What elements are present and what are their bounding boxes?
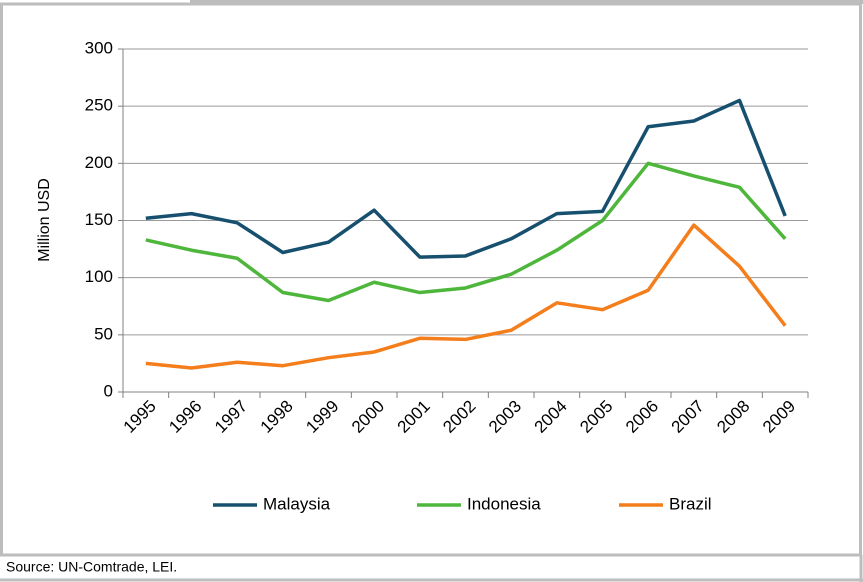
chart-frame xyxy=(0,2,862,557)
legend-label: Malaysia xyxy=(263,494,331,513)
x-tick-label: 2006 xyxy=(622,397,662,437)
x-tick-label: 1996 xyxy=(165,397,205,437)
x-tick-label: 1997 xyxy=(211,397,251,437)
x-tick-label: 2001 xyxy=(394,397,434,437)
x-tick-label: 2000 xyxy=(348,397,388,437)
x-tick-label: 2005 xyxy=(576,397,616,437)
y-tick-label: 250 xyxy=(85,96,113,115)
x-tick-label: 2004 xyxy=(531,397,571,437)
y-tick-label: 150 xyxy=(85,210,113,229)
legend-label: Brazil xyxy=(669,494,712,513)
y-tick-label: 100 xyxy=(85,267,113,286)
x-tick-label: 2007 xyxy=(668,397,708,437)
x-tick-label: 1998 xyxy=(257,397,297,437)
x-tick-label: 2002 xyxy=(439,397,479,437)
x-tick-label: 1999 xyxy=(302,397,342,437)
y-tick-label: 300 xyxy=(85,38,113,57)
x-tick-label: 2008 xyxy=(713,397,753,437)
series-line xyxy=(145,98,787,259)
x-tick-label: 1995 xyxy=(120,397,160,437)
source-note: Source: UN-Comtrade, LEI. xyxy=(6,559,177,575)
y-tick-label: 50 xyxy=(94,324,113,343)
x-tick-label: 2003 xyxy=(485,397,525,437)
legend-label: Indonesia xyxy=(467,494,541,513)
series-line xyxy=(145,223,787,370)
y-axis-label: Million USD xyxy=(36,178,53,262)
y-tick-label: 0 xyxy=(104,381,113,400)
series-line xyxy=(145,161,787,303)
y-tick-label: 200 xyxy=(85,153,113,172)
x-tick-label: 2009 xyxy=(759,397,799,437)
